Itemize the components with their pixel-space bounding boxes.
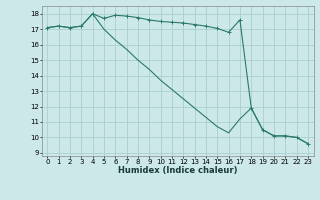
X-axis label: Humidex (Indice chaleur): Humidex (Indice chaleur) — [118, 166, 237, 175]
